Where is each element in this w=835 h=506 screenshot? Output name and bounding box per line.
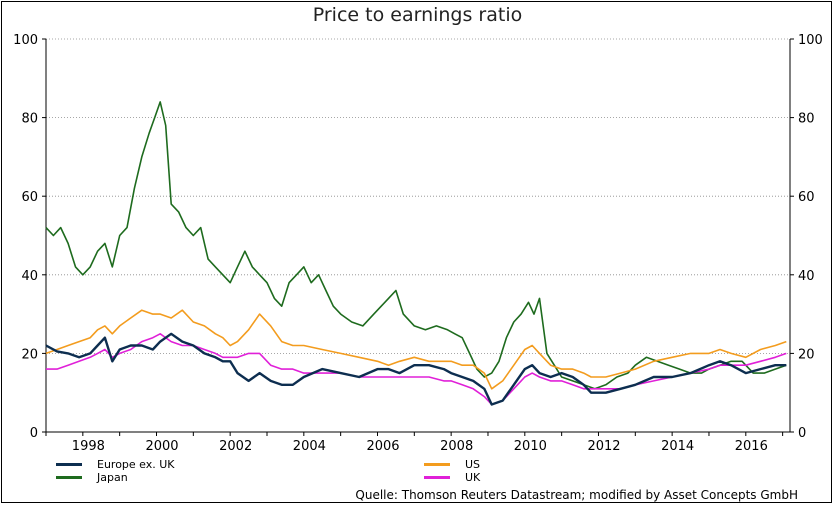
y-tick-label-left: 100: [13, 33, 38, 48]
legend-label-uk: UK: [465, 471, 481, 484]
axes: [42, 38, 794, 436]
x-tick-label: 2012: [587, 439, 620, 454]
y-tick-label-left: 80: [21, 112, 38, 127]
x-tick-label: 2010: [514, 439, 547, 454]
y-tick-label-right: 100: [798, 33, 823, 48]
x-tick-label: 1998: [72, 439, 105, 454]
grid-lines: [46, 38, 790, 354]
y-tick-label-left: 60: [21, 190, 38, 205]
y-tick-label-right: 40: [798, 269, 815, 284]
series-line-europe-ex-uk: [45, 332, 787, 406]
y-tick-label-left: 40: [21, 269, 38, 284]
x-tick-label: 2008: [440, 439, 473, 454]
source-note: Quelle: Thomson Reuters Datastream; modi…: [355, 488, 798, 502]
chart-title: Price to earnings ratio: [312, 4, 523, 26]
y-tick-label-right: 60: [798, 190, 815, 205]
x-tick-label: 2006: [366, 439, 399, 454]
legend-swatch-europe-ex-uk: [56, 463, 82, 466]
legend-label-us: US: [465, 458, 481, 471]
series-line-us: [45, 309, 787, 390]
x-tick-label: 2000: [145, 439, 178, 454]
x-tick-label: 2004: [293, 439, 326, 454]
legend-swatch-uk: [424, 476, 450, 479]
tick-labels: 0 0 20 20 40 40 60 60 80 80 100 100 1998 2000 2002 2004…: [13, 33, 823, 454]
y-tick-label-left: 0: [30, 426, 38, 441]
legend-swatch-us: [424, 463, 450, 466]
x-tick-label: 2014: [661, 439, 694, 454]
y-tick-label-left: 20: [21, 347, 38, 362]
x-tick-label: 2002: [219, 439, 252, 454]
legend-label-japan: Japan: [97, 471, 128, 484]
y-tick-label-right: 20: [798, 347, 815, 362]
y-tick-label-right: 80: [798, 112, 815, 127]
y-tick-label-right: 0: [798, 426, 806, 441]
x-tick-label: 2016: [735, 439, 768, 454]
series-lines: [45, 101, 787, 406]
legend-label-europe-ex-uk: Europe ex. UK: [97, 458, 175, 471]
legend-swatch-japan: [56, 476, 82, 479]
series-line-japan: [45, 101, 787, 390]
